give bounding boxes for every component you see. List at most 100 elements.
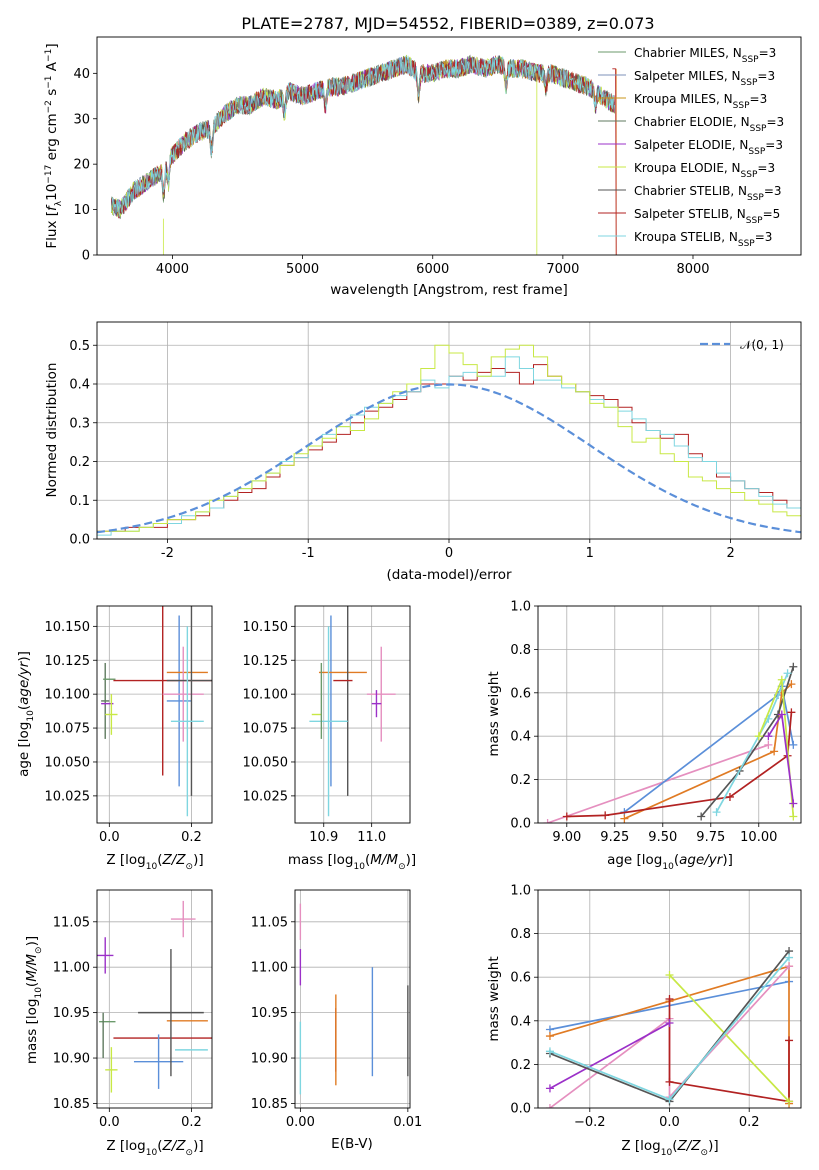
weight-marker: [785, 1036, 794, 1045]
spectrum-legend: Chabrier MILES, NSSP=3 Salpeter MILES, NS…: [598, 46, 784, 249]
weight-marker: [770, 747, 779, 756]
x-tick-label: 7000: [546, 262, 579, 277]
y-axis-label: mass weight: [486, 956, 502, 1041]
y-tick-label: 10.125: [243, 654, 289, 669]
figure-title: PLATE=2787, MJD=54552, FIBERID=0389, z=0…: [241, 14, 654, 33]
weight-line: [549, 965, 790, 1104]
weight-line: [623, 683, 795, 813]
y-tick-label: 30: [73, 112, 90, 127]
weight-marker: [789, 812, 798, 821]
weight-marker: [601, 811, 610, 820]
weight-marker: [620, 814, 629, 823]
y-tick-label: 11.00: [251, 961, 288, 976]
plot-area: [101, 606, 212, 817]
y-tick-label: 10.95: [251, 1006, 288, 1021]
legend-label: Kroupa MILES, NSSP=3: [634, 92, 767, 111]
y-tick-label: 0.2: [510, 1058, 531, 1073]
y-tick-label: 0.0: [69, 533, 90, 548]
y-tick-label: 1.0: [510, 600, 531, 615]
weight-marker: [697, 812, 706, 821]
plot-area: [97, 344, 801, 536]
y-tick-label: 0.8: [510, 643, 531, 658]
weight-marker: [764, 732, 773, 741]
x-axis-label: E(B-V): [331, 1136, 373, 1152]
y-axis-label: age [log10(age/yr)]: [16, 651, 36, 777]
y-tick-label: 10.150: [45, 620, 91, 635]
x-axis-label: Z [log10(Z/Z⊙)]: [106, 1138, 203, 1158]
legend-label: 𝒩(0, 1): [740, 338, 784, 352]
mass-z-axes: 0.0 0.2 10.85 10.90 10.95 11.00 11.05 Z [log10(…: [24, 889, 213, 1158]
legend-label: Salpeter STELIB, NSSP=5: [634, 207, 780, 226]
mass-ebv-axes: 0.00 0.01 10.85 10.90 10.95 11.00 11.05 E(B-V): [251, 889, 422, 1152]
legend-label: Salpeter MILES, NSSP=3: [634, 69, 775, 88]
x-tick-label: 10.9: [309, 830, 338, 845]
x-tick-label: 0: [445, 546, 453, 561]
spike: [612, 68, 617, 255]
x-tick-label: 0.00: [286, 1115, 315, 1130]
y-tick-label: 10.95: [53, 1006, 90, 1021]
weight-marker: [725, 792, 734, 801]
y-tick-label: 0.2: [69, 455, 90, 470]
y-tick-label: 10.100: [243, 688, 289, 703]
legend-label: Chabrier STELIB, NSSP=3: [634, 184, 782, 203]
weight-marker: [665, 1018, 674, 1027]
y-tick-label: 0.5: [69, 339, 90, 354]
weight-marker: [545, 1047, 554, 1056]
y-tick-label: 0.0: [510, 1102, 531, 1117]
y-axis-label: mass [log10(M/M⊙)]: [24, 936, 44, 1064]
x-tick-label: -2: [161, 546, 174, 561]
y-tick-label: 0.6: [510, 971, 531, 986]
legend-label: Salpeter ELODIE, NSSP=3: [634, 138, 783, 157]
y-tick-label: 10.85: [53, 1097, 90, 1112]
x-axis-label: Z [log10(Z/Z⊙)]: [106, 852, 203, 872]
spectrum-axes: 4000 5000 6000 7000 8000 0 10 20 30 40 Chabrier MI…: [44, 36, 802, 298]
y-tick-label: 0: [82, 249, 90, 264]
y-tick-label: 10.90: [53, 1052, 90, 1067]
y-tick-label: 10.150: [243, 620, 289, 635]
y-tick-label: 10.025: [243, 789, 289, 804]
histogram-axes: -2 -1 0 1 2 0.0 0.1 0.2 0.3 0.4 0.5 𝒩(0, 1) (data-mo…: [44, 321, 802, 583]
y-tick-label: 10.025: [45, 789, 91, 804]
axes-frame: [537, 605, 802, 824]
weight-marker: [777, 675, 786, 684]
weight-marker: [787, 708, 796, 717]
y-tick-label: 10.050: [243, 755, 289, 770]
weight-marker: [545, 1032, 554, 1041]
y-tick-label: 0.8: [510, 927, 531, 942]
x-tick-label: 2: [726, 546, 734, 561]
y-tick-label: 0.4: [510, 730, 531, 745]
y-tick-label: 0.4: [510, 1014, 531, 1029]
y-axis-label: Normed distribution: [44, 363, 60, 498]
plot-area: [299, 903, 409, 1095]
y-tick-label: 11.00: [53, 961, 90, 976]
y-tick-label: 1.0: [510, 884, 531, 899]
weight-marker: [665, 971, 674, 980]
y-tick-label: 10.125: [45, 654, 91, 669]
x-tick-label: 6000: [416, 262, 449, 277]
x-tick-label: 0.2: [181, 830, 202, 845]
weight-marker: [764, 740, 773, 749]
weight-marker: [562, 812, 571, 821]
weight-marker: [665, 995, 674, 1003]
x-axis-label: wavelength [Angstrom, rest frame]: [330, 282, 568, 298]
x-axis-label: Z [log10(Z/Z⊙)]: [621, 1138, 718, 1158]
histogram-series: [97, 344, 801, 532]
y-tick-label: 11.05: [53, 915, 90, 930]
weight-age-axes: 9.00 9.25 9.50 9.75 10.00 0.0 0.2 0.4 0.6 0.8 1.0 a…: [486, 600, 802, 872]
x-tick-label: 10.00: [740, 830, 777, 845]
plot-area: [97, 900, 212, 1093]
weight-marker: [783, 669, 792, 678]
axes-frame: [96, 889, 213, 1109]
weight-marker: [712, 808, 721, 817]
x-axis-label: mass [log10(M/M⊙)]: [288, 852, 416, 872]
y-tick-label: 11.05: [251, 915, 288, 930]
x-tick-label: 8000: [676, 262, 709, 277]
weight-z-axes: −0.2 0.0 0.2 0.0 0.2 0.4 0.6 0.8 1.0 Z [log10(Z/Z…: [486, 884, 802, 1158]
y-axis-label: mass weight: [486, 671, 502, 756]
axes-frame: [294, 889, 411, 1109]
age-mass-axes: 10.9 11.0 10.025 10.050 10.075 10.100 10.125 10…: [243, 605, 416, 872]
weight-marker: [785, 953, 794, 962]
age-z-axes: 0.0 0.2 10.025 10.050 10.075 10.100 10.125 10.1…: [16, 605, 213, 872]
x-tick-label: 0.0: [99, 1115, 120, 1130]
weight-line: [668, 974, 790, 1103]
